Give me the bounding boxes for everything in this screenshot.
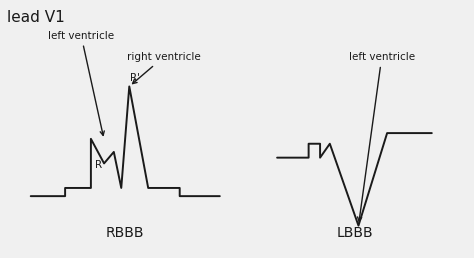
Text: left ventricle: left ventricle — [349, 52, 415, 221]
Text: RBBB: RBBB — [106, 225, 145, 239]
Text: R: R — [95, 160, 102, 170]
Text: LBBB: LBBB — [336, 225, 373, 239]
Text: right ventricle: right ventricle — [127, 52, 201, 84]
Text: lead V1: lead V1 — [7, 10, 64, 25]
Text: R': R' — [130, 73, 140, 83]
Text: left ventricle: left ventricle — [48, 30, 114, 135]
